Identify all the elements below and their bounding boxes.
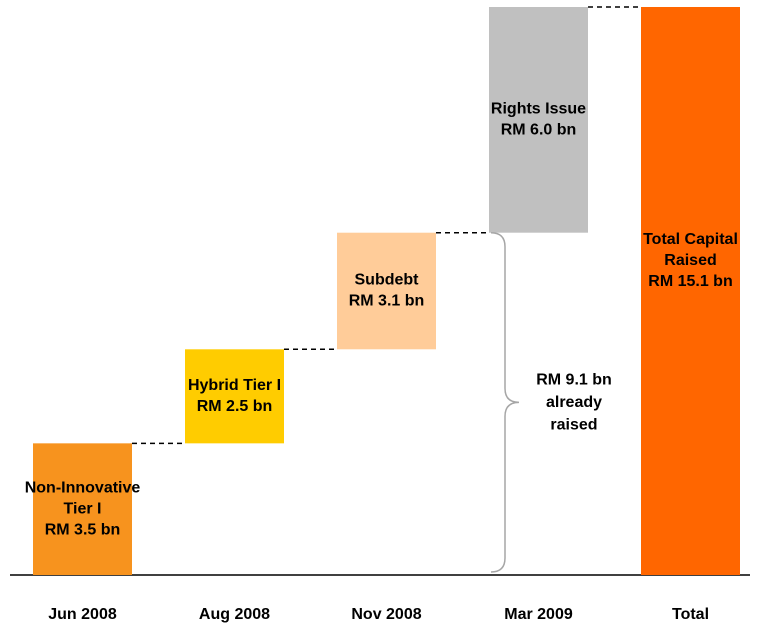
bar-label: Subdebt [355,272,420,289]
x-tick-label: Total [672,606,709,623]
annotation: already [546,394,602,411]
x-tick-label: Nov 2008 [351,606,421,623]
annotation: raised [550,417,597,434]
bar [641,7,740,575]
bar-label: Raised [664,252,716,269]
bar-label: Rights Issue [491,101,586,118]
value-label: RM 15.1 bn [648,273,732,290]
bar [33,443,132,575]
x-tick-label: Jun 2008 [48,606,117,623]
bar-label: Total Capital [643,231,738,248]
value-label: RM 2.5 bn [197,398,273,415]
bar-label: Tier I [64,500,102,517]
bar-label: Hybrid Tier I [188,377,281,394]
bar [489,7,588,233]
bar [337,232,436,350]
value-label: RM 3.5 bn [45,521,121,538]
value-label: RM 3.1 bn [349,293,425,310]
value-label: RM 6.0 bn [501,122,577,139]
x-tick-label: Aug 2008 [199,606,270,623]
bar [185,349,284,444]
brace [490,231,520,573]
annotation: RM 9.1 bn [536,372,612,389]
x-tick-label: Mar 2009 [504,606,573,623]
bar-label: Non-Innovative [25,479,141,496]
